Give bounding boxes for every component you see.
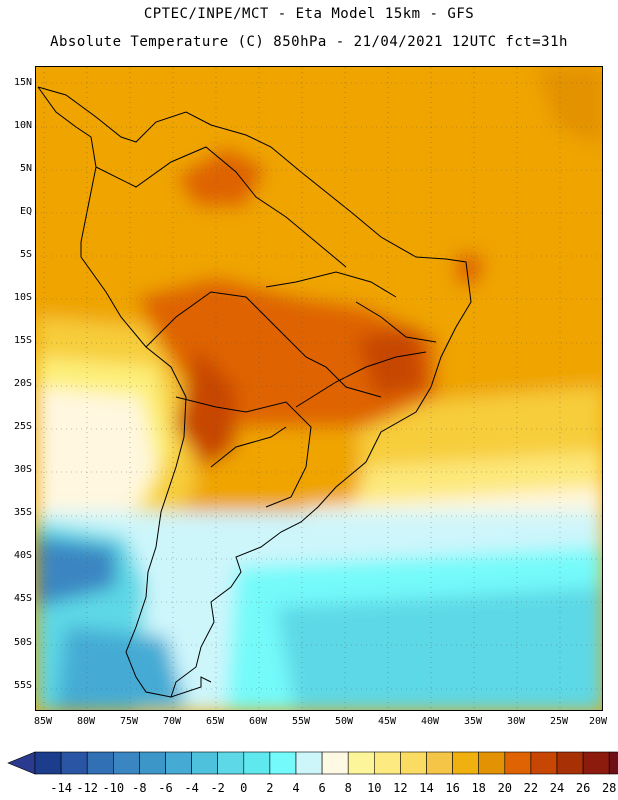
colorbar-swatch (504, 751, 532, 775)
colorbar-swatch (165, 751, 192, 775)
colorbar-label: 26 (575, 781, 591, 795)
colorbar-label: 24 (549, 781, 565, 795)
colorbar-label: 2 (266, 781, 274, 795)
lon-label-55w: 55W (291, 716, 311, 727)
lat-label-15s: 15S (13, 335, 32, 346)
colorbar-label: -12 (76, 781, 99, 795)
colorbar-label: 18 (471, 781, 486, 795)
colorbar-label: -14 (50, 781, 72, 795)
colorbar-label: 20 (497, 781, 513, 795)
temperature-map (35, 66, 603, 711)
colorbar-label: 10 (367, 781, 382, 795)
colorbar-swatch (608, 751, 618, 775)
lon-label-70w: 70W (162, 716, 182, 727)
lat-label-45s: 45S (13, 593, 32, 604)
colorbar-label: 4 (292, 781, 300, 795)
lon-label-20w: 20W (588, 716, 608, 727)
lon-label-40w: 40W (420, 716, 440, 727)
hot-chaco (176, 347, 236, 467)
colorbar-swatch (60, 751, 88, 775)
lon-label-25w: 25W (549, 716, 569, 727)
lat-label-5s: 5S (19, 249, 32, 260)
lat-label-35s: 35S (13, 507, 32, 518)
warm-ne (536, 67, 602, 147)
coldest-pocket (36, 537, 116, 607)
colorbar-swatch (347, 751, 375, 775)
colorbar-swatch (321, 751, 349, 775)
lat-label-50s: 50S (13, 637, 32, 648)
colorbar-end-low (7, 751, 36, 775)
lat-label-5n: 5N (19, 163, 32, 174)
colorbar-swatch (426, 751, 453, 775)
hot-northeast (456, 252, 486, 287)
colorbar-label: 16 (445, 781, 460, 795)
colorbar-label: 12 (393, 781, 408, 795)
colorbar-label: 22 (523, 781, 539, 795)
colorbar-swatch (34, 751, 62, 775)
colorbar-swatch (191, 751, 219, 775)
lon-label-80w: 80W (76, 716, 96, 727)
lon-label-75w: 75W (119, 716, 139, 727)
colorbar-swatch (86, 751, 114, 775)
lat-label-30s: 30S (13, 464, 32, 475)
colorbar-swatch (139, 751, 166, 775)
lon-label-50w: 50W (334, 716, 354, 727)
colorbar-swatch (295, 751, 323, 775)
colorbar-label: 0 (240, 781, 248, 795)
hot-north (176, 147, 266, 207)
hot-brazil (356, 327, 426, 397)
cream-west (36, 387, 156, 522)
colorbar-label: -8 (132, 781, 147, 795)
colorbar-label: -2 (210, 781, 225, 795)
lon-label-60w: 60W (248, 716, 268, 727)
colorbar-swatch (113, 751, 140, 775)
colorbar-label: 28 (601, 781, 617, 795)
colorbar (7, 751, 618, 775)
lat-label-15n: 15N (13, 77, 32, 88)
lon-label-35w: 35W (463, 716, 483, 727)
lat-label-40s: 40S (13, 550, 32, 561)
colorbar-label: -6 (158, 781, 173, 795)
cold-south (56, 627, 186, 710)
map-subtitle: Absolute Temperature (C) 850hPa - 21/04/… (50, 34, 568, 50)
colorbar-label: 6 (318, 781, 326, 795)
colorbar-swatch (478, 751, 506, 775)
lat-label-20s: 20S (13, 378, 32, 389)
colorbar-swatch (400, 751, 427, 775)
lat-label-55s: 55S (13, 680, 32, 691)
colorbar-swatch (373, 751, 401, 775)
colorbar-swatch (269, 751, 297, 775)
colorbar-label: 14 (419, 781, 434, 795)
colorbar-swatch (243, 751, 271, 775)
colorbar-label: -10 (102, 781, 125, 795)
colorbar-label: -4 (184, 781, 199, 795)
lat-label-eq: EQ (19, 206, 32, 217)
cold-east (276, 587, 602, 710)
lon-label-30w: 30W (506, 716, 526, 727)
colorbar-swatch (217, 751, 245, 775)
lon-label-65w: 65W (205, 716, 225, 727)
lon-label-45w: 45W (377, 716, 397, 727)
colorbar-swatch (452, 751, 480, 775)
colorbar-swatch (530, 751, 558, 775)
lat-label-25s: 25S (13, 421, 32, 432)
lon-label-85w: 85W (33, 716, 53, 727)
colorbar-swatch (582, 751, 610, 775)
lat-label-10n: 10N (13, 120, 32, 131)
map-title: CPTEC/INPE/MCT - Eta Model 15km - GFS (143, 6, 475, 22)
colorbar-label: 8 (344, 781, 352, 795)
map-canvas (36, 67, 602, 710)
colorbar-swatch (556, 751, 584, 775)
lat-label-10s: 10S (13, 292, 32, 303)
